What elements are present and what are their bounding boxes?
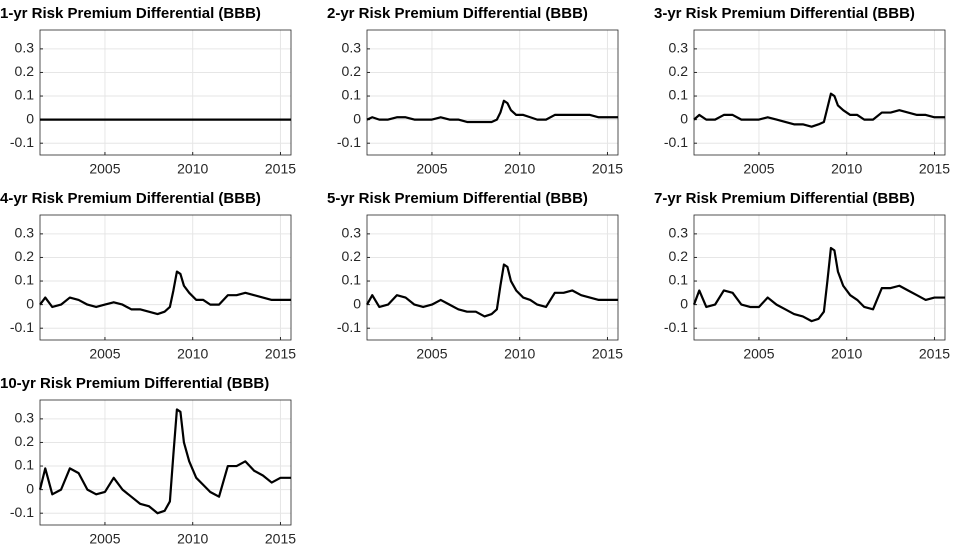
axes-background [367, 215, 618, 340]
axes-box [366, 29, 619, 156]
x-tick-label: 2010 [831, 346, 862, 362]
y-tick-label: 0.2 [342, 248, 362, 264]
axes-box [693, 214, 946, 341]
y-tick-label: 0.2 [342, 63, 362, 79]
data-line [366, 99, 618, 124]
y-tick-label: 0.3 [15, 225, 35, 241]
y-tick-label: 0.1 [669, 87, 689, 103]
axes-background [367, 30, 618, 155]
chart-title: 3-yr Risk Premium Differential (BBB) [654, 5, 915, 22]
y-tick-label: 0.3 [15, 410, 35, 426]
axes-box [39, 399, 292, 526]
chart-title: 4-yr Risk Premium Differential (BBB) [0, 190, 261, 207]
x-tick-label: 2005 [89, 531, 120, 547]
x-tick-label: 2015 [919, 161, 950, 177]
axes-box [39, 29, 292, 156]
x-tick-label: 2005 [743, 161, 774, 177]
y-tick-label: 0 [353, 295, 361, 311]
x-tick-label: 2015 [592, 346, 623, 362]
axes-background [40, 30, 291, 155]
y-tick-label: 0.1 [15, 87, 35, 103]
y-tick-label: 0.3 [669, 225, 689, 241]
y-tick-label: 0.2 [15, 248, 35, 264]
chart-title: 1-yr Risk Premium Differential (BBB) [0, 5, 261, 22]
axes-box [366, 214, 619, 341]
data-line [692, 246, 945, 323]
x-tick-label: 2015 [592, 161, 623, 177]
axes-background [694, 30, 945, 155]
y-tick-label: -0.1 [337, 134, 361, 150]
x-tick-label: 2010 [177, 531, 208, 547]
y-tick-label: 0 [26, 295, 34, 311]
y-tick-label: 0.1 [342, 272, 362, 288]
y-tick-label: -0.1 [337, 319, 361, 335]
x-tick-label: 2010 [177, 346, 208, 362]
data-line [366, 263, 618, 318]
y-tick-label: 0 [680, 295, 688, 311]
y-tick-label: 0.3 [669, 40, 689, 56]
x-tick-label: 2005 [89, 346, 120, 362]
chart-title: 2-yr Risk Premium Differential (BBB) [327, 5, 588, 22]
chart-title: 7-yr Risk Premium Differential (BBB) [654, 190, 915, 207]
y-tick-label: -0.1 [664, 134, 688, 150]
y-tick-label: 0.3 [342, 225, 362, 241]
chart-title: 5-yr Risk Premium Differential (BBB) [327, 190, 588, 207]
x-tick-label: 2015 [919, 346, 950, 362]
data-line [39, 270, 291, 316]
axes-box [693, 29, 946, 156]
y-tick-label: -0.1 [10, 134, 34, 150]
y-tick-label: 0.1 [669, 272, 689, 288]
y-tick-label: 0.2 [669, 248, 689, 264]
axes-box [39, 214, 292, 341]
x-tick-label: 2005 [89, 161, 120, 177]
x-tick-label: 2010 [177, 161, 208, 177]
y-tick-label: 0 [26, 110, 34, 126]
y-tick-label: 0.2 [15, 63, 35, 79]
x-tick-label: 2010 [504, 161, 535, 177]
chart-title: 10-yr Risk Premium Differential (BBB) [0, 375, 269, 392]
y-tick-label: 0.1 [15, 457, 35, 473]
data-line [38, 408, 291, 515]
y-tick-label: 0.1 [342, 87, 362, 103]
x-tick-label: 2005 [416, 161, 447, 177]
y-tick-label: 0.2 [669, 63, 689, 79]
axes-background [40, 215, 291, 340]
x-tick-label: 2010 [831, 161, 862, 177]
x-tick-label: 2010 [504, 346, 535, 362]
y-tick-label: 0.2 [15, 433, 35, 449]
y-tick-label: 0.1 [15, 272, 35, 288]
y-tick-label: -0.1 [664, 319, 688, 335]
x-tick-label: 2005 [416, 346, 447, 362]
y-tick-label: -0.1 [10, 504, 34, 520]
axes-background [40, 400, 291, 525]
x-tick-label: 2015 [265, 531, 296, 547]
y-tick-label: 0.3 [15, 40, 35, 56]
y-tick-label: 0 [680, 110, 688, 126]
y-tick-label: -0.1 [10, 319, 34, 335]
y-tick-label: 0 [353, 110, 361, 126]
y-tick-label: 0 [26, 480, 34, 496]
x-tick-label: 2015 [265, 161, 296, 177]
data-line [693, 92, 945, 128]
y-tick-label: 0.3 [342, 40, 362, 56]
x-tick-label: 2005 [743, 346, 774, 362]
x-tick-label: 2015 [265, 346, 296, 362]
